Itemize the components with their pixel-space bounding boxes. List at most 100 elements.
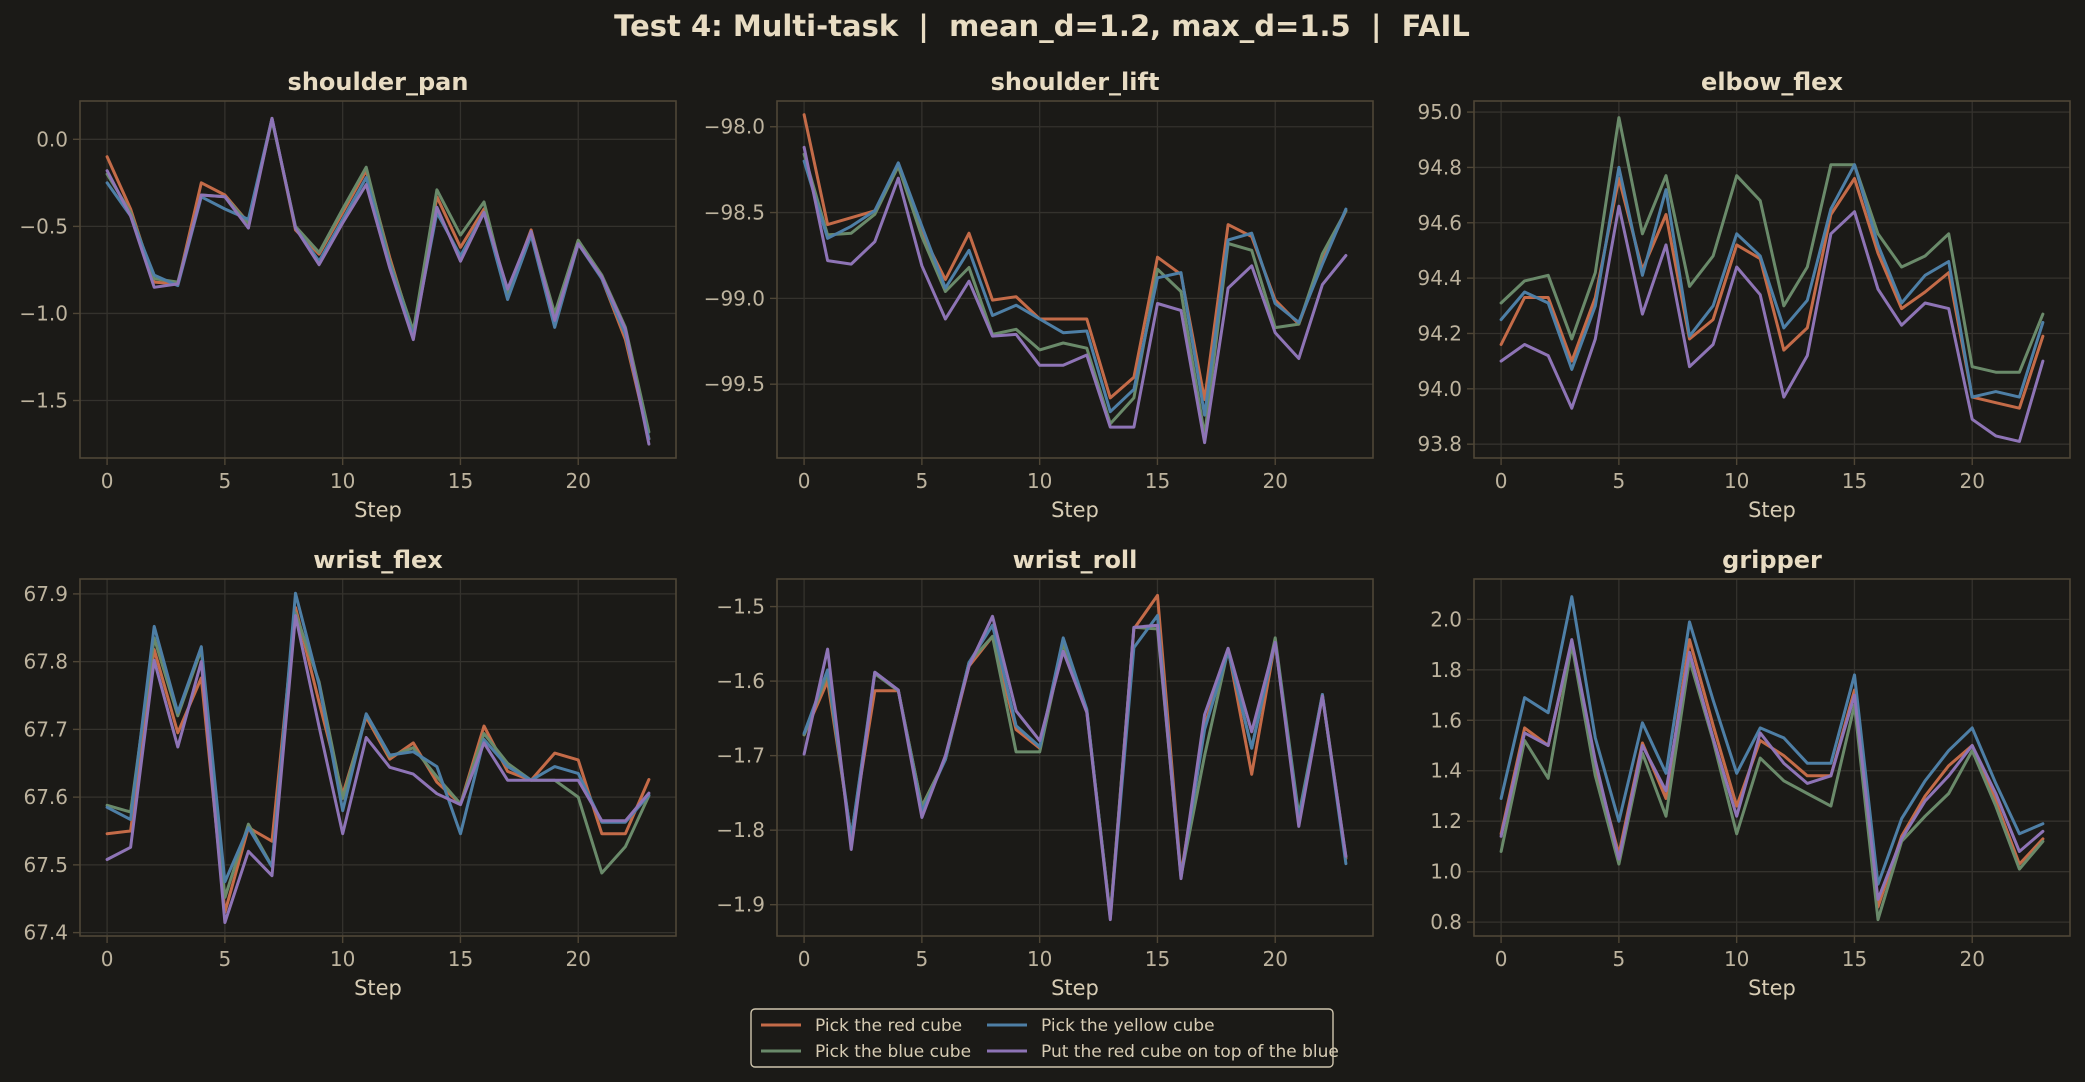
y-tick-label: 67.9 [23, 582, 68, 606]
axes-frame [1473, 578, 2071, 937]
x-tick-label: 10 [330, 947, 355, 971]
y-tick-label: 0.0 [36, 127, 68, 151]
x-tick-label: 5 [1613, 469, 1626, 493]
y-tick-label: 94.2 [1417, 321, 1462, 345]
x-tick-label: 20 [1263, 947, 1288, 971]
x-tick-label: 0 [101, 469, 114, 493]
x-tick-label: 20 [566, 947, 591, 971]
subplot-title: wrist_roll [1013, 546, 1138, 574]
x-tick-label: 10 [1027, 947, 1052, 971]
legend: Pick the red cube Pick the blue cube Pick … [750, 1008, 1339, 1068]
axes-frame [776, 100, 1374, 459]
y-tick-label: −98.5 [704, 201, 765, 225]
axes-frame [79, 100, 677, 459]
y-tick-label: 0.8 [1430, 910, 1462, 934]
x-axis-label: Step [1748, 976, 1796, 1000]
subplot-elbow_flex: 0 5 10 15 20 93.8 94.0 94.2 94.4 94.6 94.8 95.0 elbo… [1417, 68, 2071, 522]
y-tick-label: 67.5 [23, 853, 68, 877]
axes-frame [1473, 100, 2071, 459]
series-line-put-the-red-cube-on-top-of-the-blue [105, 116, 651, 446]
axes-frame [776, 578, 1374, 937]
x-tick-label: 5 [916, 947, 929, 971]
y-tick-label: −1.0 [19, 301, 68, 325]
x-tick-label: 20 [1960, 469, 1985, 493]
subplot-grid: 0 5 10 15 200.0−0.5−1.0−1.5shoulder_panStep0… [19, 68, 2071, 1000]
axes-frame [79, 578, 677, 937]
y-tick-label: 2.0 [1430, 607, 1462, 631]
series-line-put-the-red-cube-on-top-of-the-blue [1499, 204, 2045, 443]
x-axis-label: Step [1051, 498, 1099, 522]
series-line-put-the-red-cube-on-top-of-the-blue [1499, 638, 2045, 901]
x-tick-label: 15 [1145, 947, 1170, 971]
y-tick-label: 94.6 [1417, 211, 1462, 235]
series-line-pick-the-yellow-cube [802, 159, 1348, 417]
y-tick-label: 1.4 [1430, 759, 1462, 783]
x-tick-label: 15 [448, 947, 473, 971]
x-tick-label: 5 [1613, 947, 1626, 971]
x-axis-label: Step [354, 498, 402, 522]
y-tick-label: 94.8 [1417, 155, 1462, 179]
series-line-put-the-red-cube-on-top-of-the-blue [802, 614, 1348, 922]
x-axis-label: Step [1051, 976, 1099, 1000]
x-tick-label: 15 [448, 469, 473, 493]
y-tick-label: 67.6 [23, 785, 68, 809]
subplot-title: shoulder_lift [991, 68, 1160, 96]
subplot-title: elbow_flex [1701, 68, 1843, 96]
subplot-gripper: 0 5 10 15 20 0.8 1.0 1.2 1.4 1.6 1.8 2.0 gripper Step [1430, 546, 2071, 1000]
legend-entry-label: Pick the yellow cube [1041, 1016, 1215, 1036]
x-tick-label: 15 [1145, 469, 1170, 493]
series-line-pick-the-blue-cube [802, 152, 1348, 438]
legend-entry-label: Pick the red cube [815, 1016, 962, 1036]
y-tick-label: −1.9 [716, 893, 765, 917]
y-tick-label: 94.0 [1417, 377, 1462, 401]
x-tick-label: 10 [1027, 469, 1052, 493]
x-tick-label: 0 [798, 469, 811, 493]
series-line-pick-the-yellow-cube [1499, 595, 2045, 886]
x-tick-label: 5 [219, 947, 232, 971]
y-tick-label: −99.0 [704, 286, 765, 310]
series-line-pick-the-blue-cube [1499, 116, 2045, 374]
y-tick-label: −1.8 [716, 818, 765, 842]
y-tick-label: −1.5 [716, 595, 765, 619]
series-line-pick-the-yellow-cube [105, 591, 651, 884]
subplot-title: gripper [1722, 546, 1822, 574]
y-tick-label: −1.6 [716, 669, 765, 693]
series-line-pick-the-red-cube [1499, 177, 2045, 410]
y-tick-label: 93.8 [1417, 432, 1462, 456]
y-tick-label: −0.5 [19, 214, 68, 238]
y-tick-label: 94.4 [1417, 266, 1462, 290]
y-tick-label: −1.7 [716, 744, 765, 768]
y-tick-label: 1.2 [1430, 809, 1462, 833]
x-tick-label: 20 [1263, 469, 1288, 493]
series-line-pick-the-yellow-cube [1499, 163, 2045, 399]
x-axis-label: Step [1748, 498, 1796, 522]
y-tick-label: 95.0 [1417, 100, 1462, 124]
x-tick-label: 10 [330, 469, 355, 493]
x-tick-label: 5 [916, 469, 929, 493]
y-tick-label: 1.8 [1430, 658, 1462, 682]
x-tick-label: 10 [1724, 469, 1749, 493]
y-tick-label: 67.8 [23, 650, 68, 674]
subplot-wrist_flex: 0 5 10 15 20 67.4 67.5 67.6 67.7 67.8 67.9 wrist_fl… [23, 546, 677, 1000]
series-line-put-the-red-cube-on-top-of-the-blue [105, 614, 651, 924]
figure-suptitle: Test 4: Multi-task | mean_d=1.2, max_d=1… [614, 9, 1470, 43]
y-tick-label: 67.4 [23, 921, 68, 945]
x-axis-label: Step [354, 976, 402, 1000]
subplot-title: wrist_flex [313, 546, 443, 574]
y-tick-label: −1.5 [19, 389, 68, 413]
y-tick-label: 1.6 [1430, 708, 1462, 732]
y-tick-label: 1.0 [1430, 860, 1462, 884]
subplot-shoulder_lift: 0 5 10 15 20 −98.0 −98.5 −99.0 −99.5 shoulder_lif… [704, 68, 1374, 522]
y-tick-label: −99.5 [704, 372, 765, 396]
series-line-put-the-red-cube-on-top-of-the-blue [802, 145, 1348, 445]
x-tick-label: 0 [101, 947, 114, 971]
subplot-wrist_roll: 0 5 10 15 20 −1.5 −1.6 −1.7 −1.8 −1.9 wrist_roll St… [716, 546, 1374, 1000]
series-line-pick-the-blue-cube [1499, 643, 2045, 922]
legend-entry-label: Pick the blue cube [815, 1042, 971, 1062]
x-tick-label: 20 [1960, 947, 1985, 971]
legend-frame [750, 1008, 1334, 1068]
x-tick-label: 0 [798, 947, 811, 971]
x-tick-label: 5 [219, 469, 232, 493]
